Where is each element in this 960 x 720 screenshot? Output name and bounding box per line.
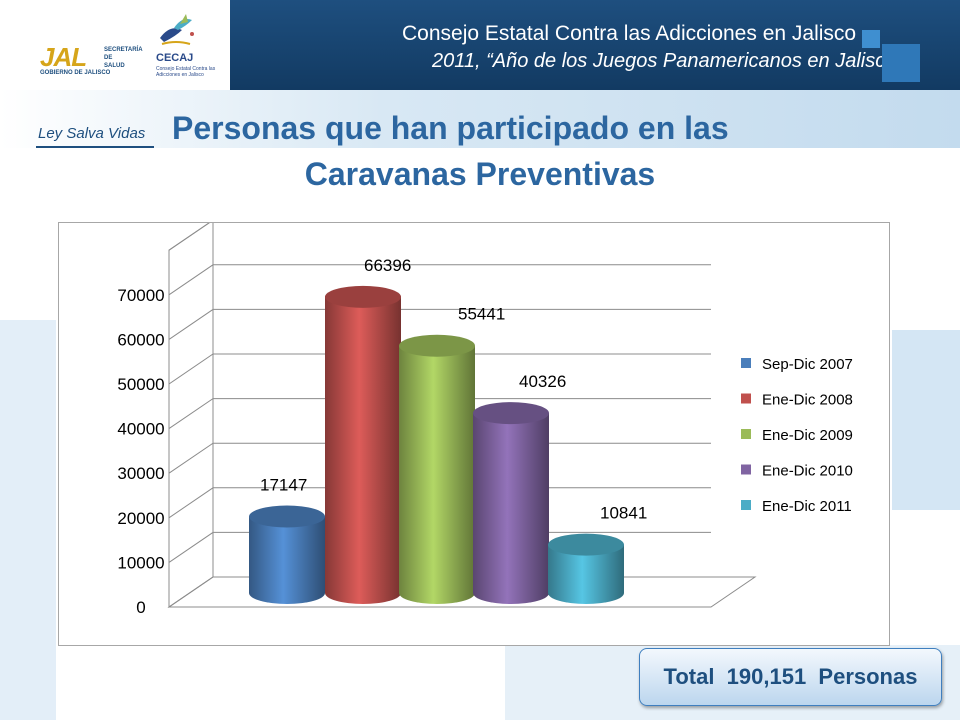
chart-bars bbox=[249, 285, 624, 604]
y-tick-label: 50000 bbox=[117, 375, 164, 394]
cecaj-logo: CECAJ Consejo Estatal Contra las Adiccio… bbox=[150, 14, 220, 86]
legend-label: Ene-Dic 2011 bbox=[762, 498, 852, 515]
total-badge: Total 190,151 Personas bbox=[639, 648, 942, 706]
jal-logo-mark: JAL bbox=[40, 42, 87, 72]
bar-body bbox=[249, 516, 325, 604]
y-axis-ticks: 0 10000 20000 30000 40000 50000 60000 70000 bbox=[117, 286, 164, 617]
decor-square-small bbox=[862, 30, 880, 48]
bar-5 bbox=[548, 533, 624, 604]
background-panel-right bbox=[892, 330, 960, 510]
y-tick-label: 20000 bbox=[117, 509, 164, 528]
legend-label: Ene-Dic 2009 bbox=[762, 427, 853, 444]
cecaj-logo-sub: Consejo Estatal Contra las Adicciones en… bbox=[156, 66, 216, 78]
chart-frame: 0 10000 20000 30000 40000 50000 60000 70000 171… bbox=[58, 222, 890, 646]
bar-body bbox=[548, 544, 624, 604]
page-title-line2: Caravanas Preventivas bbox=[304, 156, 656, 192]
jalisco-logo: JAL SECRETARÍA DE SALUD GOBIERNO DE JALI… bbox=[40, 42, 150, 78]
y-tick-label: 40000 bbox=[117, 420, 164, 439]
legend-swatch bbox=[741, 393, 751, 404]
bar-3 bbox=[399, 334, 475, 604]
data-label: 17147 bbox=[260, 476, 307, 495]
bar-top bbox=[548, 533, 624, 556]
header-subtitle: 2011, “Año de los Juegos Panamericanos e… bbox=[432, 50, 904, 72]
y-tick-label: 0 bbox=[136, 598, 145, 617]
chart-legend: Sep-Dic 2007 Ene-Dic 2008 Ene-Dic 2009 Ene-… bbox=[741, 356, 853, 515]
bar-top bbox=[399, 334, 475, 357]
page-title-line1: Personas que han participado en las bbox=[172, 110, 729, 146]
bar-top bbox=[473, 402, 549, 425]
bar-1 bbox=[249, 505, 325, 604]
y-tick-label: 10000 bbox=[117, 553, 164, 572]
title-band bbox=[0, 90, 960, 148]
jal-logo-foot: GOBIERNO DE JALISCO bbox=[40, 70, 111, 76]
gridline bbox=[168, 264, 711, 296]
data-label: 66396 bbox=[364, 256, 411, 275]
bar-body bbox=[325, 296, 401, 604]
tagline-underline bbox=[36, 146, 154, 148]
decor-square-large bbox=[882, 44, 920, 82]
side-wall bbox=[168, 223, 214, 608]
gridline-top bbox=[168, 223, 210, 251]
y-tick-label: 70000 bbox=[117, 286, 164, 305]
legend-label: Ene-Dic 2008 bbox=[762, 392, 853, 409]
data-label: 40326 bbox=[519, 372, 566, 391]
legend-label: Sep-Dic 2007 bbox=[762, 356, 853, 373]
y-tick-label: 60000 bbox=[117, 330, 164, 349]
jal-logo-sub: SECRETARÍA DE SALUD bbox=[104, 46, 150, 70]
gridline bbox=[168, 353, 711, 385]
legend-swatch bbox=[741, 464, 751, 475]
logo-area: JAL SECRETARÍA DE SALUD GOBIERNO DE JALI… bbox=[0, 0, 230, 90]
legend-swatch bbox=[741, 358, 751, 368]
bar-chart: 0 10000 20000 30000 40000 50000 60000 70000 171… bbox=[117, 223, 853, 617]
bar-body bbox=[473, 413, 549, 604]
gridline bbox=[168, 398, 711, 430]
tagline: Ley Salva Vidas bbox=[38, 125, 146, 142]
legend-swatch bbox=[741, 500, 751, 510]
jal-logo-sub1: SECRETARÍA DE bbox=[104, 47, 143, 61]
header-band: JAL SECRETARÍA DE SALUD GOBIERNO DE JALI… bbox=[0, 0, 960, 90]
bar-body bbox=[399, 345, 475, 604]
bar-top bbox=[249, 505, 325, 528]
data-label: 55441 bbox=[458, 305, 505, 324]
background-panel-left bbox=[0, 320, 56, 720]
data-label: 10841 bbox=[600, 504, 647, 523]
legend-label: Ene-Dic 2010 bbox=[762, 463, 853, 480]
header-title: Consejo Estatal Contra las Adicciones en… bbox=[402, 22, 857, 45]
jal-logo-sub2: SALUD bbox=[104, 63, 125, 69]
y-tick-label: 30000 bbox=[117, 464, 164, 483]
data-labels: 17147 66396 55441 40326 10841 bbox=[260, 256, 647, 523]
bar-top bbox=[325, 285, 401, 308]
legend-swatch bbox=[741, 429, 751, 439]
cecaj-bird-icon bbox=[160, 14, 194, 45]
bar-2 bbox=[325, 285, 401, 604]
cecaj-logo-mark: CECAJ bbox=[156, 52, 194, 64]
gridline bbox=[168, 308, 711, 340]
bar-4 bbox=[473, 402, 549, 604]
